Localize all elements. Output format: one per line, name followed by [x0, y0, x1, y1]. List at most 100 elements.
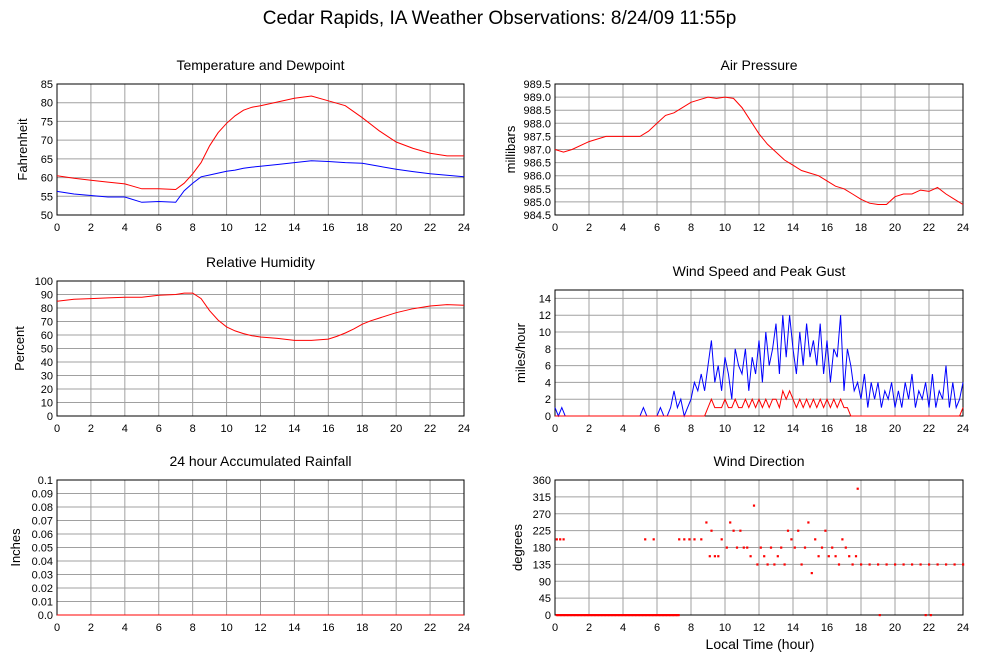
data-point: [635, 614, 638, 617]
data-point: [602, 614, 605, 617]
x-tick-label: 16: [322, 622, 334, 634]
data-point: [649, 614, 652, 617]
x-tick-label: 24: [458, 222, 470, 234]
y-tick-label: 989.0: [523, 92, 551, 104]
x-tick-label: 20: [390, 423, 402, 435]
y-tick-label: 90: [539, 576, 551, 588]
data-point: [558, 614, 561, 617]
data-point: [572, 614, 575, 617]
y-tick-label: 985.0: [523, 197, 551, 209]
data-point: [559, 614, 563, 617]
x-tick-label: 20: [889, 222, 901, 234]
plot-frame: [56, 83, 465, 216]
x-tick-label: 24: [458, 423, 470, 435]
x-tick-label: 12: [753, 222, 765, 234]
x-tick-label: 2: [586, 622, 592, 634]
data-point: [610, 614, 614, 617]
data-point: [725, 546, 728, 549]
x-tick-label: 22: [923, 222, 935, 234]
data-point: [576, 614, 580, 617]
series-line-1: [56, 292, 465, 341]
y-tick-label: 270: [533, 509, 551, 521]
data-point: [601, 614, 604, 617]
data-point: [647, 614, 650, 617]
data-point: [911, 563, 914, 566]
y-axis-label: Inches: [8, 528, 23, 567]
data-point: [834, 555, 837, 558]
x-tick-label: 14: [787, 622, 799, 634]
data-point: [571, 614, 574, 617]
y-tick-label: 986.5: [523, 158, 551, 170]
x-tick-label: 18: [356, 423, 368, 435]
data-point: [653, 614, 656, 617]
y-tick-label: 0.04: [32, 556, 53, 568]
series-line-1: [56, 95, 464, 191]
data-point: [615, 614, 618, 617]
data-point: [673, 614, 676, 617]
data-point: [622, 614, 625, 617]
x-tick-label: 10: [719, 622, 731, 634]
x-tick-label: 4: [122, 423, 128, 435]
x-tick-label: 20: [889, 622, 901, 634]
data-point: [667, 614, 670, 617]
data-point: [646, 614, 649, 617]
data-point: [613, 614, 616, 617]
data-point: [742, 546, 745, 549]
data-point: [598, 614, 601, 617]
y-tick-label: 50: [41, 344, 53, 356]
data-point: [582, 614, 585, 617]
x-tick-label: 6: [156, 622, 162, 634]
data-point: [732, 529, 735, 532]
data-point: [557, 614, 560, 617]
data-point: [776, 555, 779, 558]
y-tick-label: 100: [35, 276, 53, 288]
y-tick-label: 360: [533, 475, 551, 487]
y-tick-label: 45: [539, 593, 551, 605]
data-point: [824, 529, 827, 532]
data-point: [902, 563, 905, 566]
data-point: [568, 614, 571, 617]
data-point: [962, 563, 965, 566]
x-axis-label: Local Time (hour): [706, 636, 815, 652]
data-point: [929, 614, 932, 617]
data-point: [786, 529, 790, 532]
y-tick-label: 60: [41, 330, 53, 342]
y-tick-label: 85: [41, 79, 53, 91]
y-tick-label: 0.1: [38, 475, 53, 487]
data-point: [627, 614, 631, 617]
data-point: [780, 546, 783, 549]
data-point: [856, 487, 859, 490]
x-tick-label: 14: [787, 222, 799, 234]
data-point: [803, 546, 807, 549]
data-point: [591, 614, 594, 617]
y-axis-label: Percent: [12, 326, 27, 371]
data-point: [657, 614, 660, 617]
data-point: [643, 614, 646, 617]
data-point: [953, 563, 956, 566]
y-tick-label: 80: [41, 98, 53, 110]
data-point: [769, 546, 773, 549]
x-tick-label: 4: [122, 622, 128, 634]
data-point: [555, 538, 558, 541]
data-point: [739, 529, 742, 532]
data-point: [619, 614, 622, 617]
y-tick-label: 4: [545, 377, 551, 389]
data-point: [759, 546, 762, 549]
x-tick-label: 22: [424, 222, 436, 234]
y-tick-label: 135: [533, 559, 551, 571]
data-point: [559, 538, 562, 541]
x-tick-label: 18: [855, 622, 867, 634]
data-point: [599, 614, 602, 617]
data-point: [608, 614, 611, 617]
data-point: [671, 614, 675, 617]
data-point: [814, 538, 817, 541]
data-point: [633, 614, 636, 617]
data-point: [666, 614, 669, 617]
x-tick-label: 22: [424, 423, 436, 435]
x-tick-label: 12: [753, 423, 765, 435]
x-tick-label: 18: [855, 222, 867, 234]
plot-frame: [56, 280, 465, 417]
y-tick-label: 6: [545, 361, 551, 373]
y-tick-label: 2: [545, 394, 551, 406]
